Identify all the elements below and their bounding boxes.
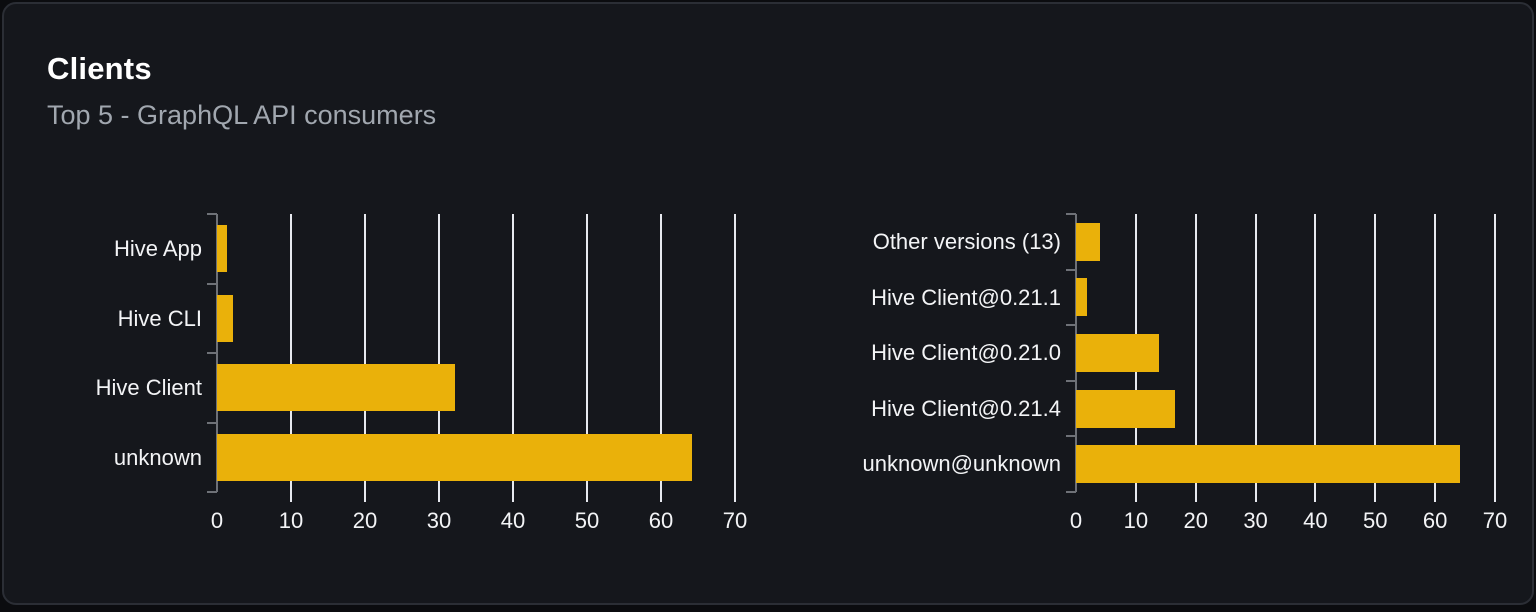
bar-hive-app[interactable] — [217, 225, 227, 273]
bar-other-versions-13[interactable] — [1076, 222, 1100, 261]
category-label: Hive Client@0.21.0 — [871, 340, 1061, 366]
y-axis-tick — [1066, 269, 1076, 271]
bar-unknown-unknown[interactable] — [1076, 445, 1460, 484]
x-tick-label: 50 — [1363, 508, 1388, 533]
gridline — [660, 214, 662, 502]
gridline — [1314, 214, 1317, 502]
bar-hive-cli[interactable] — [217, 294, 233, 342]
gridline — [290, 214, 292, 502]
y-axis-tick — [207, 283, 217, 285]
y-axis-tick — [1066, 435, 1076, 437]
x-tick-label: 30 — [426, 508, 452, 533]
gridline — [1374, 214, 1377, 502]
category-label: unknown — [113, 444, 202, 470]
y-axis-tick — [1066, 491, 1076, 493]
x-tick-label: 70 — [1482, 508, 1508, 533]
x-tick-label: 10 — [1123, 508, 1149, 533]
x-tick-label: 0 — [1069, 508, 1083, 533]
y-axis-line — [216, 214, 218, 492]
x-tick-label: 0 — [210, 508, 224, 533]
gridline — [1434, 214, 1437, 502]
category-label: unknown@unknown — [862, 451, 1061, 477]
gridline — [1194, 214, 1197, 502]
y-axis-tick — [207, 352, 217, 354]
x-tick-label: 20 — [352, 508, 378, 533]
clients-by-name-chart: 0 10 20 30 40 50 60 70 Hive App Hive CLI Hive Clie… — [96, 213, 747, 533]
bar-hive-client[interactable] — [217, 364, 455, 412]
x-tick-label: 60 — [648, 508, 674, 533]
y-axis-tick — [207, 491, 217, 493]
bar-hive-client-0-21-0[interactable] — [1076, 334, 1159, 372]
x-tick-label: 20 — [1183, 508, 1208, 533]
category-label: Hive CLI — [117, 305, 202, 331]
y-axis-tick — [1066, 380, 1076, 382]
x-tick-label: 70 — [722, 508, 748, 533]
gridline — [512, 214, 514, 502]
x-tick-label: 50 — [574, 508, 600, 533]
gridline — [1254, 214, 1257, 502]
bar-unknown[interactable] — [217, 433, 692, 481]
y-axis-tick — [1066, 213, 1076, 215]
panel-subtitle: Top 5 - GraphQL API consumers — [47, 100, 437, 130]
panel-title: Clients — [47, 51, 152, 86]
bar-hive-client-0-21-1[interactable] — [1076, 278, 1087, 317]
gridline — [1494, 214, 1496, 502]
category-label: Hive App — [113, 236, 202, 261]
x-tick-label: 60 — [1422, 508, 1448, 533]
gridline — [586, 214, 588, 502]
gridline — [438, 214, 440, 502]
category-label: Hive Client@0.21.4 — [871, 395, 1061, 421]
x-tick-label: 10 — [278, 508, 304, 533]
x-tick-label: 30 — [1243, 508, 1268, 533]
y-axis-tick — [207, 422, 217, 424]
y-axis-tick — [207, 213, 217, 215]
gridline — [734, 214, 736, 502]
x-tick-label: 40 — [1303, 508, 1328, 533]
category-label: Other versions (13) — [872, 229, 1061, 254]
category-label: Hive Client — [95, 375, 202, 400]
y-axis-tick — [1066, 324, 1076, 326]
x-tick-label: 40 — [500, 508, 526, 533]
gridline — [364, 214, 366, 502]
clients-by-version-chart: 0 10 20 30 40 50 60 70 Other versions (13) Hive C… — [863, 213, 1507, 533]
category-label: Hive Client@0.21.1 — [871, 284, 1061, 310]
bar-hive-client-0-21-4[interactable] — [1076, 389, 1175, 428]
